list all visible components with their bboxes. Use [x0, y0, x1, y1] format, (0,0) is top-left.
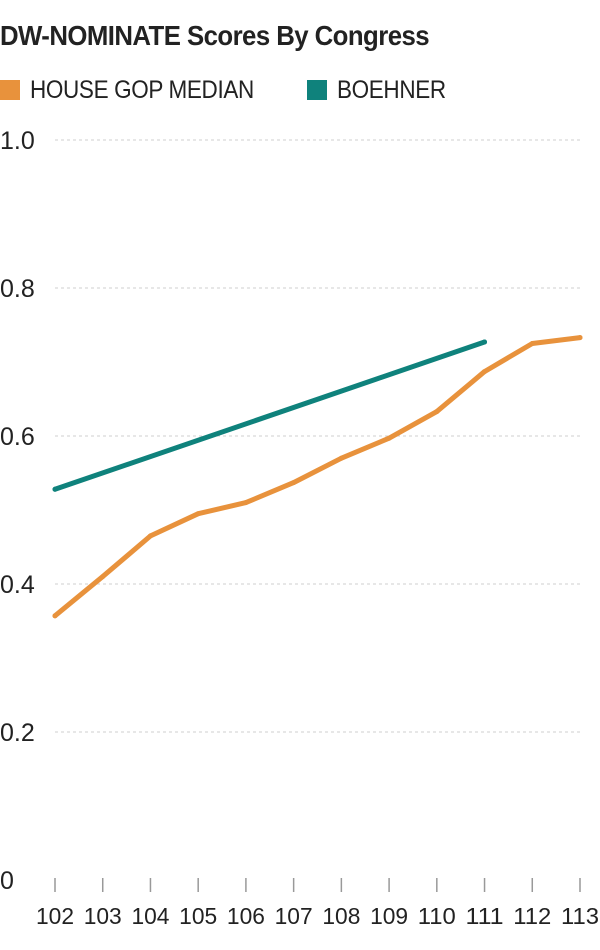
legend-label-boehner: BOEHNER	[336, 75, 446, 104]
data-point	[100, 574, 106, 580]
x-tick-label: 109	[370, 903, 408, 929]
x-tick-label: 113	[561, 903, 599, 929]
data-point	[434, 409, 440, 415]
legend-item-house-gop-median: HOUSE GOP MEDIAN	[0, 76, 279, 105]
series-layer	[52, 335, 583, 619]
legend-swatch-boehner	[306, 80, 327, 100]
y-tick-label: 0.2	[0, 719, 35, 747]
x-tick-label: 108	[322, 903, 360, 929]
data-point	[577, 335, 583, 341]
y-tick-label: 0.4	[0, 571, 35, 599]
legend-label-house-gop-median: HOUSE GOP MEDIAN	[30, 75, 254, 104]
data-point	[52, 613, 58, 619]
data-point	[195, 511, 201, 517]
x-tick-label: 110	[418, 903, 456, 929]
y-tick-label: 0.6	[0, 423, 35, 451]
data-point	[529, 341, 535, 346]
series-line-house-gop-median	[52, 335, 583, 619]
legend-item-boehner: BOEHNER	[306, 75, 458, 105]
x-tick-label: 105	[179, 903, 217, 929]
x-tick-label: 107	[275, 903, 313, 929]
data-point	[147, 533, 153, 539]
chart-title: DW-NOMINATE Scores By Congress	[0, 20, 430, 51]
axis-layer: 0 0.2 0.4 0.6 0.8 1.0 102 103 104 105 106 107 108 109…	[0, 127, 599, 929]
data-point	[52, 486, 58, 492]
x-tick-label: 112	[513, 903, 551, 929]
data-point	[386, 435, 392, 441]
x-tick-label: 111	[466, 903, 504, 929]
series-line-boehner	[52, 339, 487, 492]
x-tick-label: 103	[84, 903, 122, 929]
data-point	[243, 500, 249, 506]
y-tick-label: 0	[0, 867, 14, 895]
x-tick-label: 104	[131, 903, 169, 929]
data-point	[338, 455, 344, 461]
grid-layer	[55, 139, 580, 733]
data-point	[482, 339, 488, 345]
chart-legend: HOUSE GOP MEDIAN BOEHNER	[0, 74, 486, 106]
y-tick-label: 1.0	[0, 127, 35, 155]
legend-swatch-house-gop-median	[0, 80, 20, 100]
data-point	[291, 480, 297, 486]
x-tick-label: 106	[227, 903, 265, 929]
y-tick-label: 0.8	[0, 275, 35, 303]
x-tick-label: 102	[36, 903, 74, 929]
data-point	[482, 369, 488, 375]
